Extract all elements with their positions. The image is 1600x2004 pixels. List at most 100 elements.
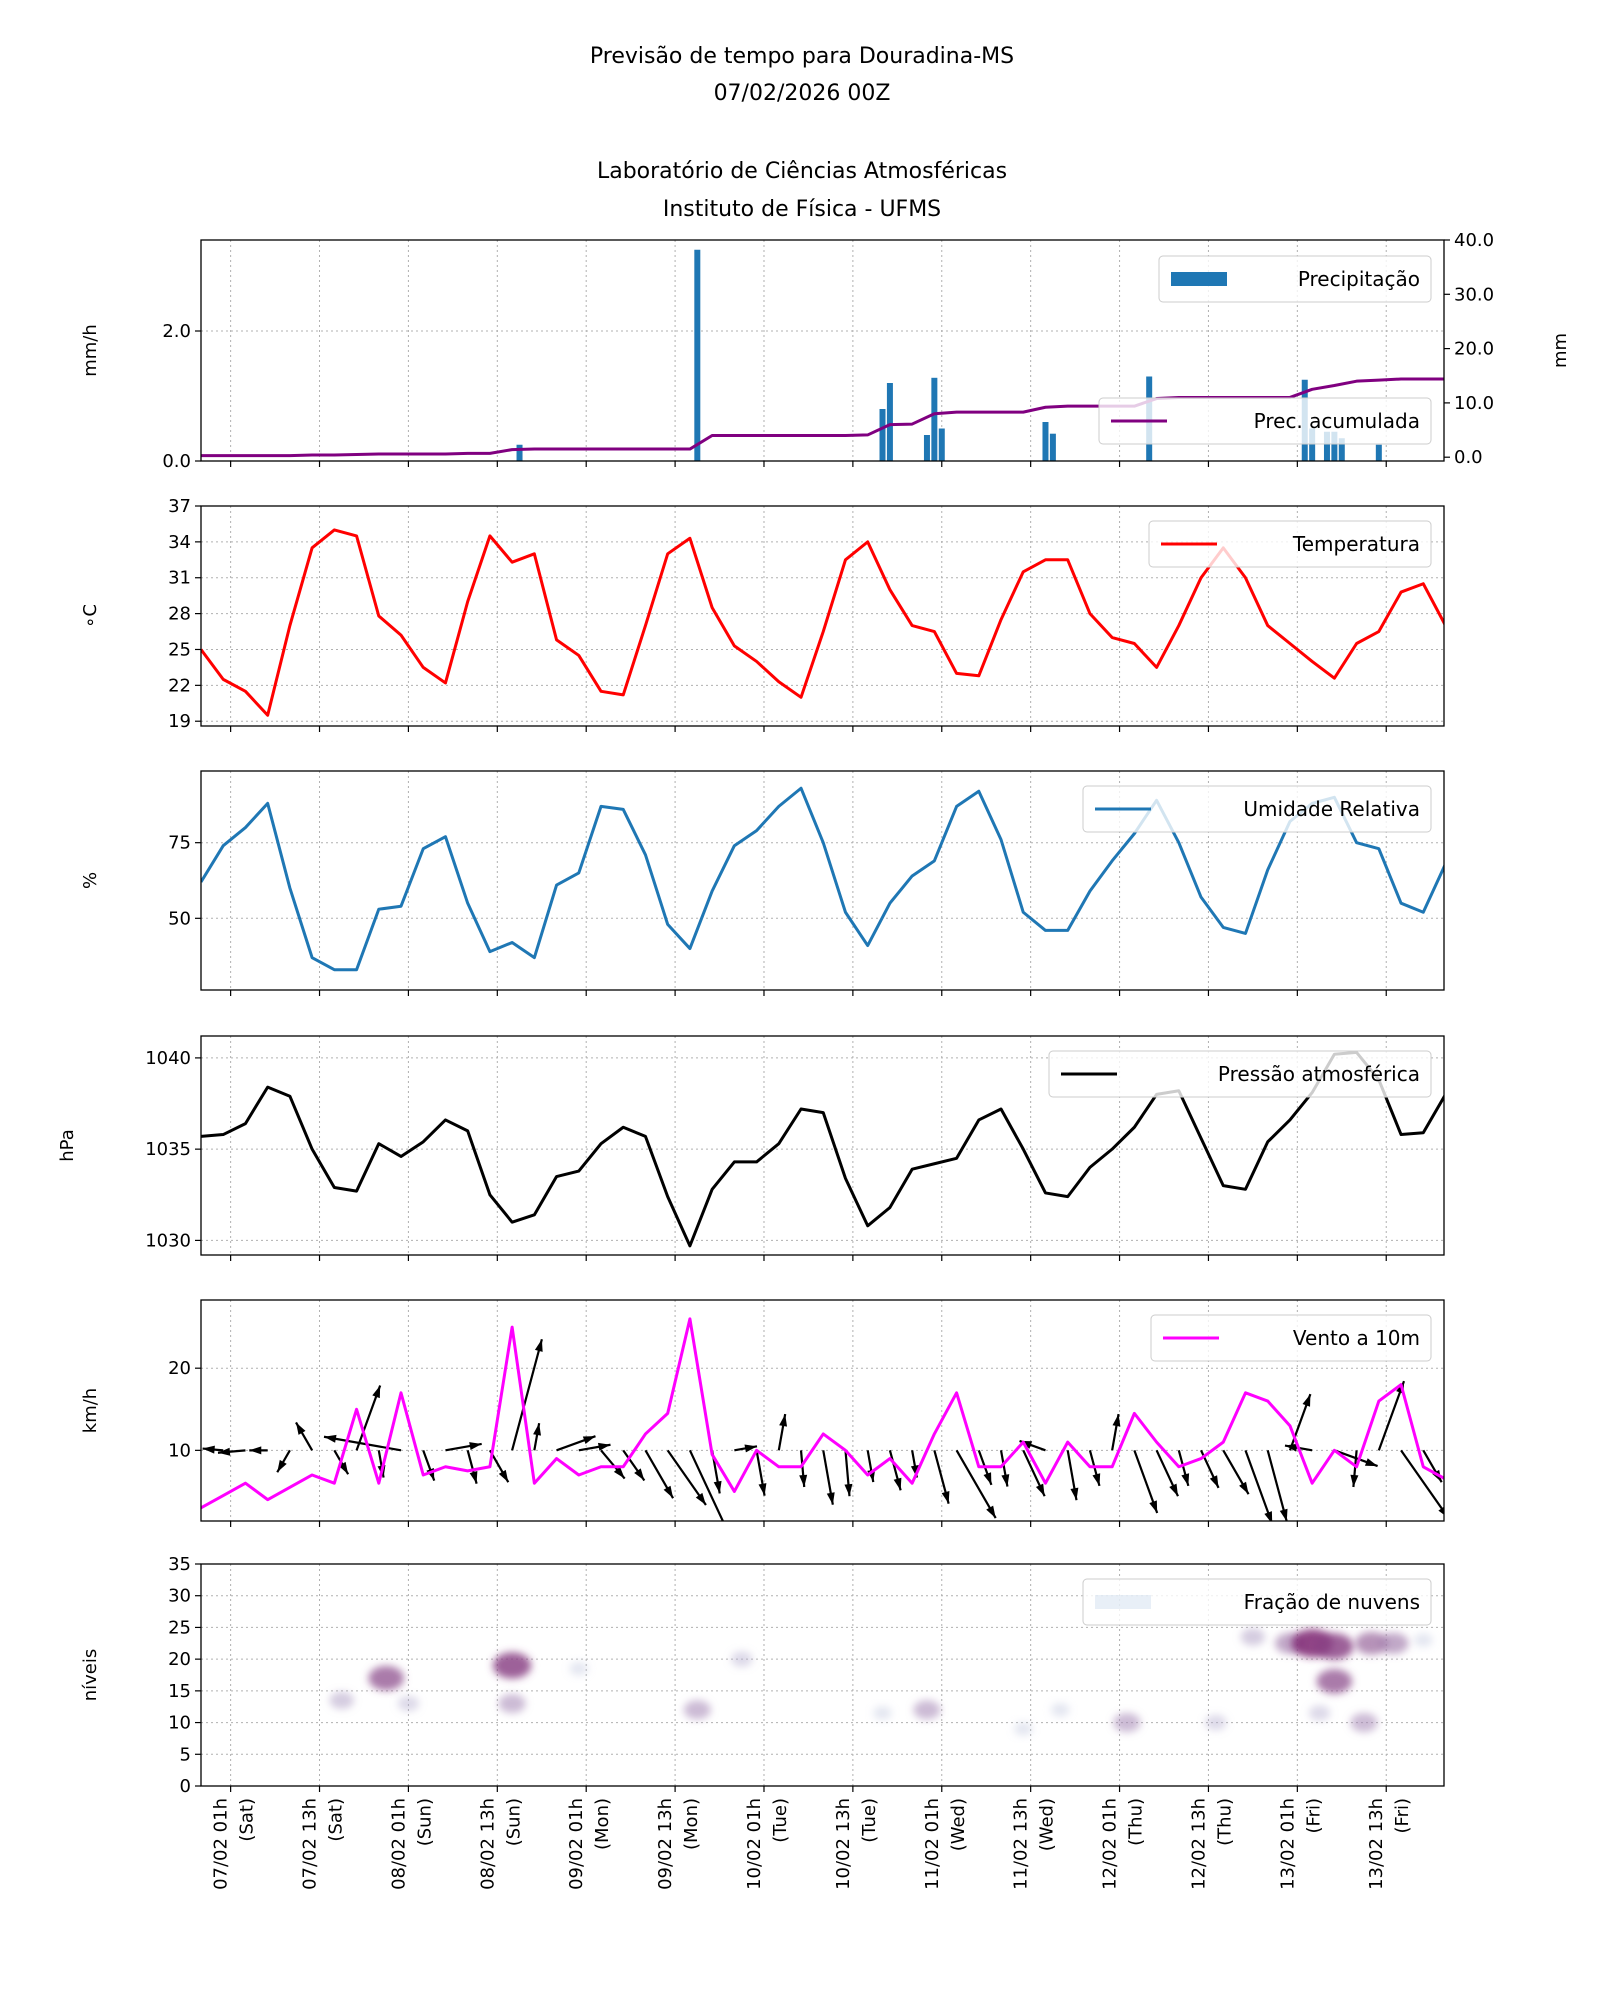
- wind-arrow: [644, 1449, 675, 1499]
- wind-arrow-head: [582, 1436, 596, 1445]
- wind-arrow-head: [1112, 1414, 1121, 1427]
- legend-box: [1158, 255, 1432, 303]
- wind-arrow-head: [986, 1505, 996, 1519]
- wind-arrow: [888, 1450, 902, 1491]
- y-axis-label: km/h: [80, 1388, 101, 1433]
- x-tick-day: (Sat): [326, 1798, 347, 1842]
- legend-label: Vento a 10m: [1293, 1326, 1420, 1350]
- wind-arrow: [955, 1449, 997, 1519]
- wind-arrow-shaft: [1244, 1449, 1273, 1521]
- wind-arrow: [295, 1421, 314, 1451]
- y-tick-label: 5: [180, 1744, 191, 1765]
- wind-arrow-head: [1302, 1394, 1311, 1407]
- legend: Umidade Relativa: [1082, 785, 1432, 833]
- wind-arrow-head: [713, 1480, 722, 1494]
- wind-arrow-head: [779, 1414, 788, 1427]
- wind-arrow: [1350, 1450, 1359, 1488]
- wind-arrow-head: [296, 1422, 306, 1435]
- precip-bar: [1049, 433, 1056, 461]
- cloud-fraction-cell: [368, 1665, 404, 1691]
- plot-area: [201, 1050, 1444, 1248]
- wind-arrow-head: [217, 1447, 231, 1456]
- wind-arrow: [866, 1450, 876, 1483]
- precip-bar: [1338, 438, 1345, 461]
- cloud-fraction-cell: [1316, 1669, 1353, 1694]
- precip-bar: [931, 377, 938, 461]
- wind-arrow: [688, 1449, 725, 1521]
- wind-arrow-head: [1035, 1483, 1045, 1497]
- y-right-tick-label: 0.0: [1454, 447, 1483, 468]
- wind-arrow-head: [469, 1442, 482, 1450]
- legend-box: [1048, 1050, 1432, 1098]
- x-tick-day: (Fri): [1392, 1798, 1413, 1834]
- wind-arrow: [276, 1449, 291, 1473]
- wind-arrow: [999, 1450, 1010, 1487]
- legend-label: Precipitação: [1298, 267, 1420, 291]
- wind-arrow: [1133, 1449, 1159, 1514]
- wind-arrow-head: [323, 1434, 337, 1443]
- y-tick-label: 0.0: [162, 451, 191, 472]
- wind-arrow: [1288, 1393, 1312, 1451]
- wind-arrow: [1244, 1449, 1273, 1521]
- wind-arrow: [822, 1450, 835, 1505]
- wind-arrow-head: [1451, 1464, 1460, 1476]
- y-tick-label: 25: [168, 1617, 191, 1638]
- wind-arrow: [1111, 1413, 1121, 1451]
- axes-frame: [200, 1563, 1445, 1787]
- title-institute: Instituto de Física - UFMS: [663, 197, 941, 222]
- wind-arrow-head: [695, 1492, 706, 1505]
- precip-bar: [694, 249, 701, 461]
- wind-arrow-head: [744, 1444, 758, 1453]
- series-line: [201, 786, 1444, 972]
- wind-arrow: [533, 1422, 541, 1451]
- accumulated-precip-line: [201, 377, 1444, 458]
- wind-arrow: [511, 1338, 543, 1451]
- precip-bar: [879, 409, 886, 461]
- wind-arrow-head: [249, 1446, 262, 1455]
- wind-arrow: [600, 1449, 626, 1480]
- y-tick-label: 1040: [145, 1048, 191, 1069]
- y-tick-label: 10: [168, 1713, 191, 1734]
- x-tick-label: 08/02 13h: [477, 1798, 498, 1890]
- axes-frame: [200, 239, 1445, 462]
- y-tick-label: 1035: [145, 1139, 191, 1160]
- series-line: [201, 1317, 1444, 1510]
- wind-arrow-head: [1438, 1506, 1444, 1515]
- legend: Pressão atmosférica: [1048, 1050, 1432, 1098]
- wind-arrow-head: [663, 1485, 674, 1499]
- cloud-fraction-cell: [1413, 1633, 1433, 1648]
- x-tick-label: 12/02 13h: [1188, 1798, 1209, 1890]
- x-tick-label: 11/02 01h: [922, 1798, 943, 1890]
- wind-arrow-head: [1264, 1511, 1273, 1521]
- wind-arrow: [445, 1442, 482, 1452]
- wind-arrow-head: [1239, 1481, 1249, 1495]
- x-tick-day: (Sat): [237, 1798, 258, 1842]
- wind-arrow-head: [1001, 1474, 1010, 1487]
- legend-label: Prec. acumulada: [1254, 409, 1420, 433]
- wind-arrow-head: [1209, 1475, 1219, 1488]
- wind-arrow: [355, 1385, 382, 1451]
- x-tick-label: 13/02 13h: [1366, 1798, 1387, 1890]
- y-axis-label: níveis: [80, 1649, 101, 1702]
- panel-4: 1030 1035 1040 hPa Pressão atmosférica: [57, 1035, 1445, 1261]
- wind-arrow: [202, 1445, 224, 1454]
- axes-frame: [200, 1035, 1445, 1256]
- cloud-fraction-cell: [683, 1700, 711, 1720]
- x-tick-label: 07/02 13h: [300, 1798, 321, 1890]
- wind-arrow-head: [983, 1472, 992, 1485]
- wind-arrow: [1266, 1450, 1288, 1521]
- wind-arrow: [666, 1449, 707, 1506]
- y-right-tick-label: 40.0: [1454, 230, 1494, 251]
- y-right-tick-label: 30.0: [1454, 284, 1494, 305]
- wind-arrow: [1422, 1449, 1443, 1483]
- wind-arrow-head: [597, 1442, 611, 1451]
- wind-arrow-head: [1169, 1483, 1178, 1497]
- legend-label: Temperatura: [1292, 532, 1420, 556]
- cloud-fraction-cell: [1240, 1628, 1266, 1646]
- legend: Fração de nuvens: [1082, 1578, 1432, 1626]
- precip-bar: [1375, 444, 1382, 461]
- precip-bar: [1309, 428, 1316, 461]
- wind-arrow: [1022, 1449, 1046, 1497]
- y-axis-label: mm/h: [80, 324, 101, 377]
- wind-arrow-head: [469, 1471, 478, 1484]
